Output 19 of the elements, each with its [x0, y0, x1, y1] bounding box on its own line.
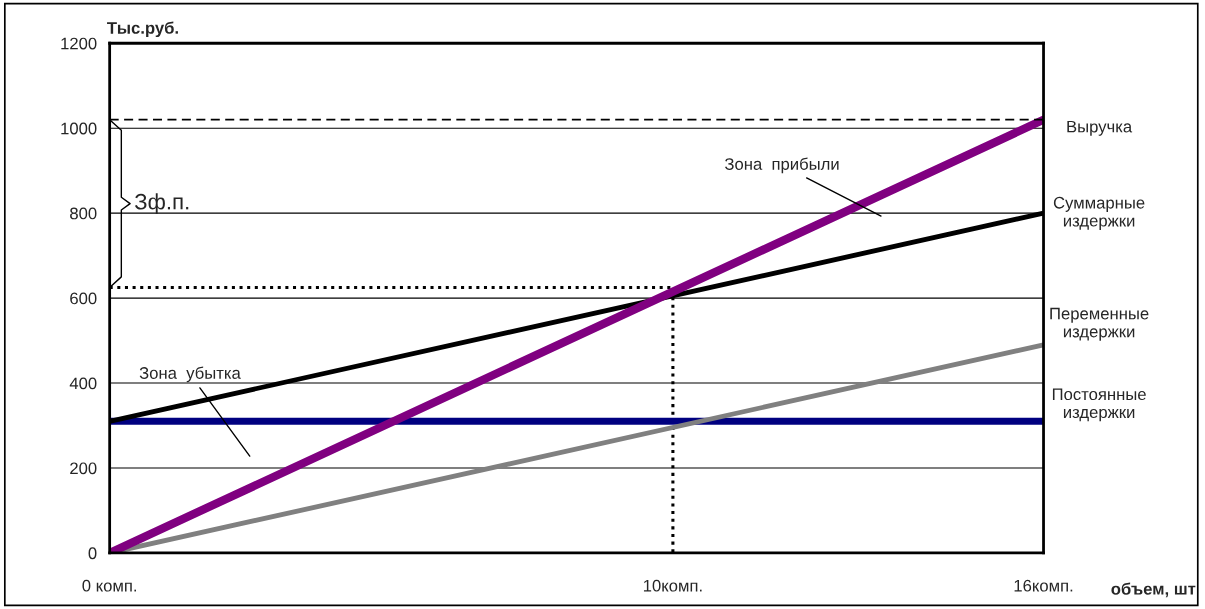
x-axis-title: объем, шт [1111, 582, 1196, 598]
annotation: Зона прибыли [724, 157, 839, 174]
y-tick-label: 200 [70, 462, 97, 475]
y-axis-title: Тыс.руб. [107, 21, 178, 38]
annotation: Зона убытка [139, 366, 241, 383]
y-tick-label: 800 [70, 207, 97, 220]
y-tick-label: 1000 [61, 122, 97, 135]
x-tick-label: 0 комп. [82, 579, 137, 592]
y-tick-label: 600 [70, 292, 97, 305]
series-label: Постоянные издержки [1052, 388, 1146, 422]
y-tick-label: 0 [88, 547, 97, 560]
y-tick-label: 400 [69, 377, 97, 390]
x-tick-label: 10комп. [643, 579, 702, 592]
series-label: Суммарные издержки [1053, 196, 1145, 230]
series-label: Переменные издержки [1050, 307, 1149, 341]
y-tick-label: 1200 [61, 37, 97, 50]
x-tick-label: 16комп. [1014, 579, 1073, 592]
annotation: Зф.п. [134, 193, 189, 214]
series-label: Выручка [1067, 120, 1133, 136]
